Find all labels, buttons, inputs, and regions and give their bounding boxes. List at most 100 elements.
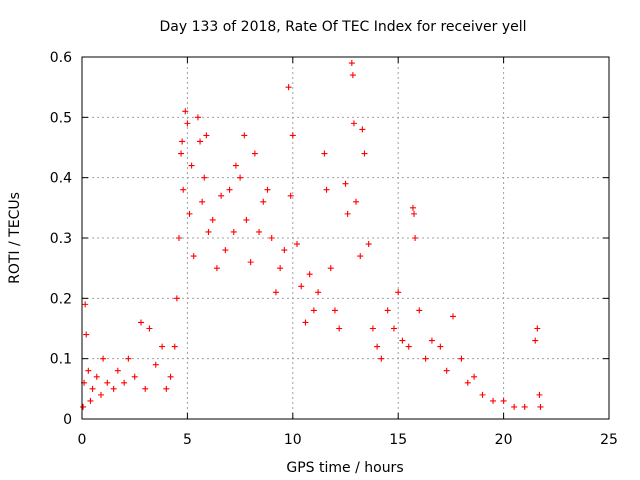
- data-point: [298, 283, 305, 290]
- data-point: [87, 397, 94, 404]
- data-point: [173, 295, 180, 302]
- data-point: [138, 319, 145, 326]
- data-point: [537, 403, 544, 410]
- data-point: [348, 60, 355, 67]
- data-point: [114, 367, 121, 374]
- data-point: [201, 174, 208, 181]
- data-point: [409, 204, 416, 211]
- data-point: [534, 325, 541, 332]
- data-point: [264, 186, 271, 193]
- data-point: [256, 228, 263, 235]
- data-point: [294, 241, 301, 248]
- data-point: [260, 198, 267, 205]
- data-point: [464, 379, 471, 386]
- data-point: [89, 385, 96, 392]
- data-point: [167, 373, 174, 380]
- data-point: [152, 361, 159, 368]
- data-point: [285, 84, 292, 91]
- data-point: [411, 210, 418, 217]
- data-point: [100, 355, 107, 362]
- x-tick-label: 15: [389, 432, 407, 448]
- x-axis-label: GPS time / hours: [286, 460, 403, 476]
- data-point: [536, 391, 543, 398]
- data-point: [237, 174, 244, 181]
- data-point: [336, 325, 343, 332]
- data-point: [416, 307, 423, 314]
- data-point: [359, 126, 366, 133]
- data-point: [209, 216, 216, 223]
- data-point: [405, 343, 412, 350]
- data-point: [323, 186, 330, 193]
- x-tick-label: 10: [284, 432, 302, 448]
- data-point: [272, 289, 279, 296]
- y-tick-label: 0: [63, 412, 72, 428]
- data-point: [110, 385, 117, 392]
- data-point: [230, 228, 237, 235]
- data-point: [331, 307, 338, 314]
- data-point: [171, 343, 178, 350]
- data-point: [222, 247, 229, 254]
- data-point: [412, 235, 419, 241]
- data-point: [218, 192, 225, 199]
- data-point: [365, 241, 372, 248]
- data-point: [188, 162, 195, 169]
- data-point: [428, 337, 435, 344]
- data-point: [178, 150, 185, 157]
- data-point: [479, 391, 486, 398]
- y-axis-label: ROTI / TECUs: [7, 192, 23, 284]
- data-point: [93, 373, 100, 380]
- data-point: [131, 373, 138, 380]
- y-tick-label: 0.5: [50, 110, 72, 126]
- data-point: [243, 216, 250, 223]
- data-point: [205, 228, 212, 235]
- data-point: [281, 247, 288, 254]
- data-point: [390, 325, 397, 332]
- data-point: [142, 385, 149, 392]
- data-point: [289, 132, 296, 139]
- data-point: [306, 271, 313, 278]
- data-point: [125, 355, 132, 362]
- data-point: [302, 319, 309, 326]
- data-point: [180, 186, 187, 193]
- data-point: [384, 307, 391, 314]
- data-point: [80, 403, 87, 410]
- data-point: [277, 265, 284, 272]
- gridlines: [82, 57, 609, 419]
- data-point: [97, 391, 104, 398]
- y-tick-label: 0.2: [50, 291, 72, 307]
- data-point: [197, 138, 204, 145]
- data-point: [458, 355, 465, 362]
- data-point: [184, 120, 191, 127]
- data-point: [241, 132, 248, 139]
- data-point: [182, 108, 189, 115]
- data-point: [213, 265, 220, 272]
- data-point: [268, 235, 275, 241]
- data-point: [450, 313, 457, 320]
- data-point: [232, 162, 239, 169]
- data-point: [395, 289, 402, 296]
- data-point: [437, 343, 444, 350]
- chart-title: Day 133 of 2018, Rate Of TEC Index for r…: [159, 19, 526, 35]
- data-point: [521, 403, 528, 410]
- data-point: [490, 397, 497, 404]
- data-point: [82, 301, 89, 308]
- data-point: [251, 150, 258, 157]
- data-point: [186, 210, 193, 217]
- data-point: [159, 343, 166, 350]
- x-tick-label: 20: [495, 432, 513, 448]
- data-point: [361, 150, 368, 157]
- plot-frame: [81, 56, 610, 420]
- x-tick-label: 0: [78, 432, 87, 448]
- data-point: [146, 325, 153, 332]
- data-point: [342, 180, 349, 187]
- data-point: [85, 367, 92, 374]
- data-point: [422, 355, 429, 362]
- data-point: [175, 235, 182, 241]
- scatter-points: [80, 60, 544, 410]
- x-tick-label: 25: [600, 432, 618, 448]
- data-point: [121, 379, 128, 386]
- data-point: [315, 289, 322, 296]
- data-point: [399, 337, 406, 344]
- y-tick-label: 0.1: [50, 352, 72, 368]
- data-point: [500, 397, 507, 404]
